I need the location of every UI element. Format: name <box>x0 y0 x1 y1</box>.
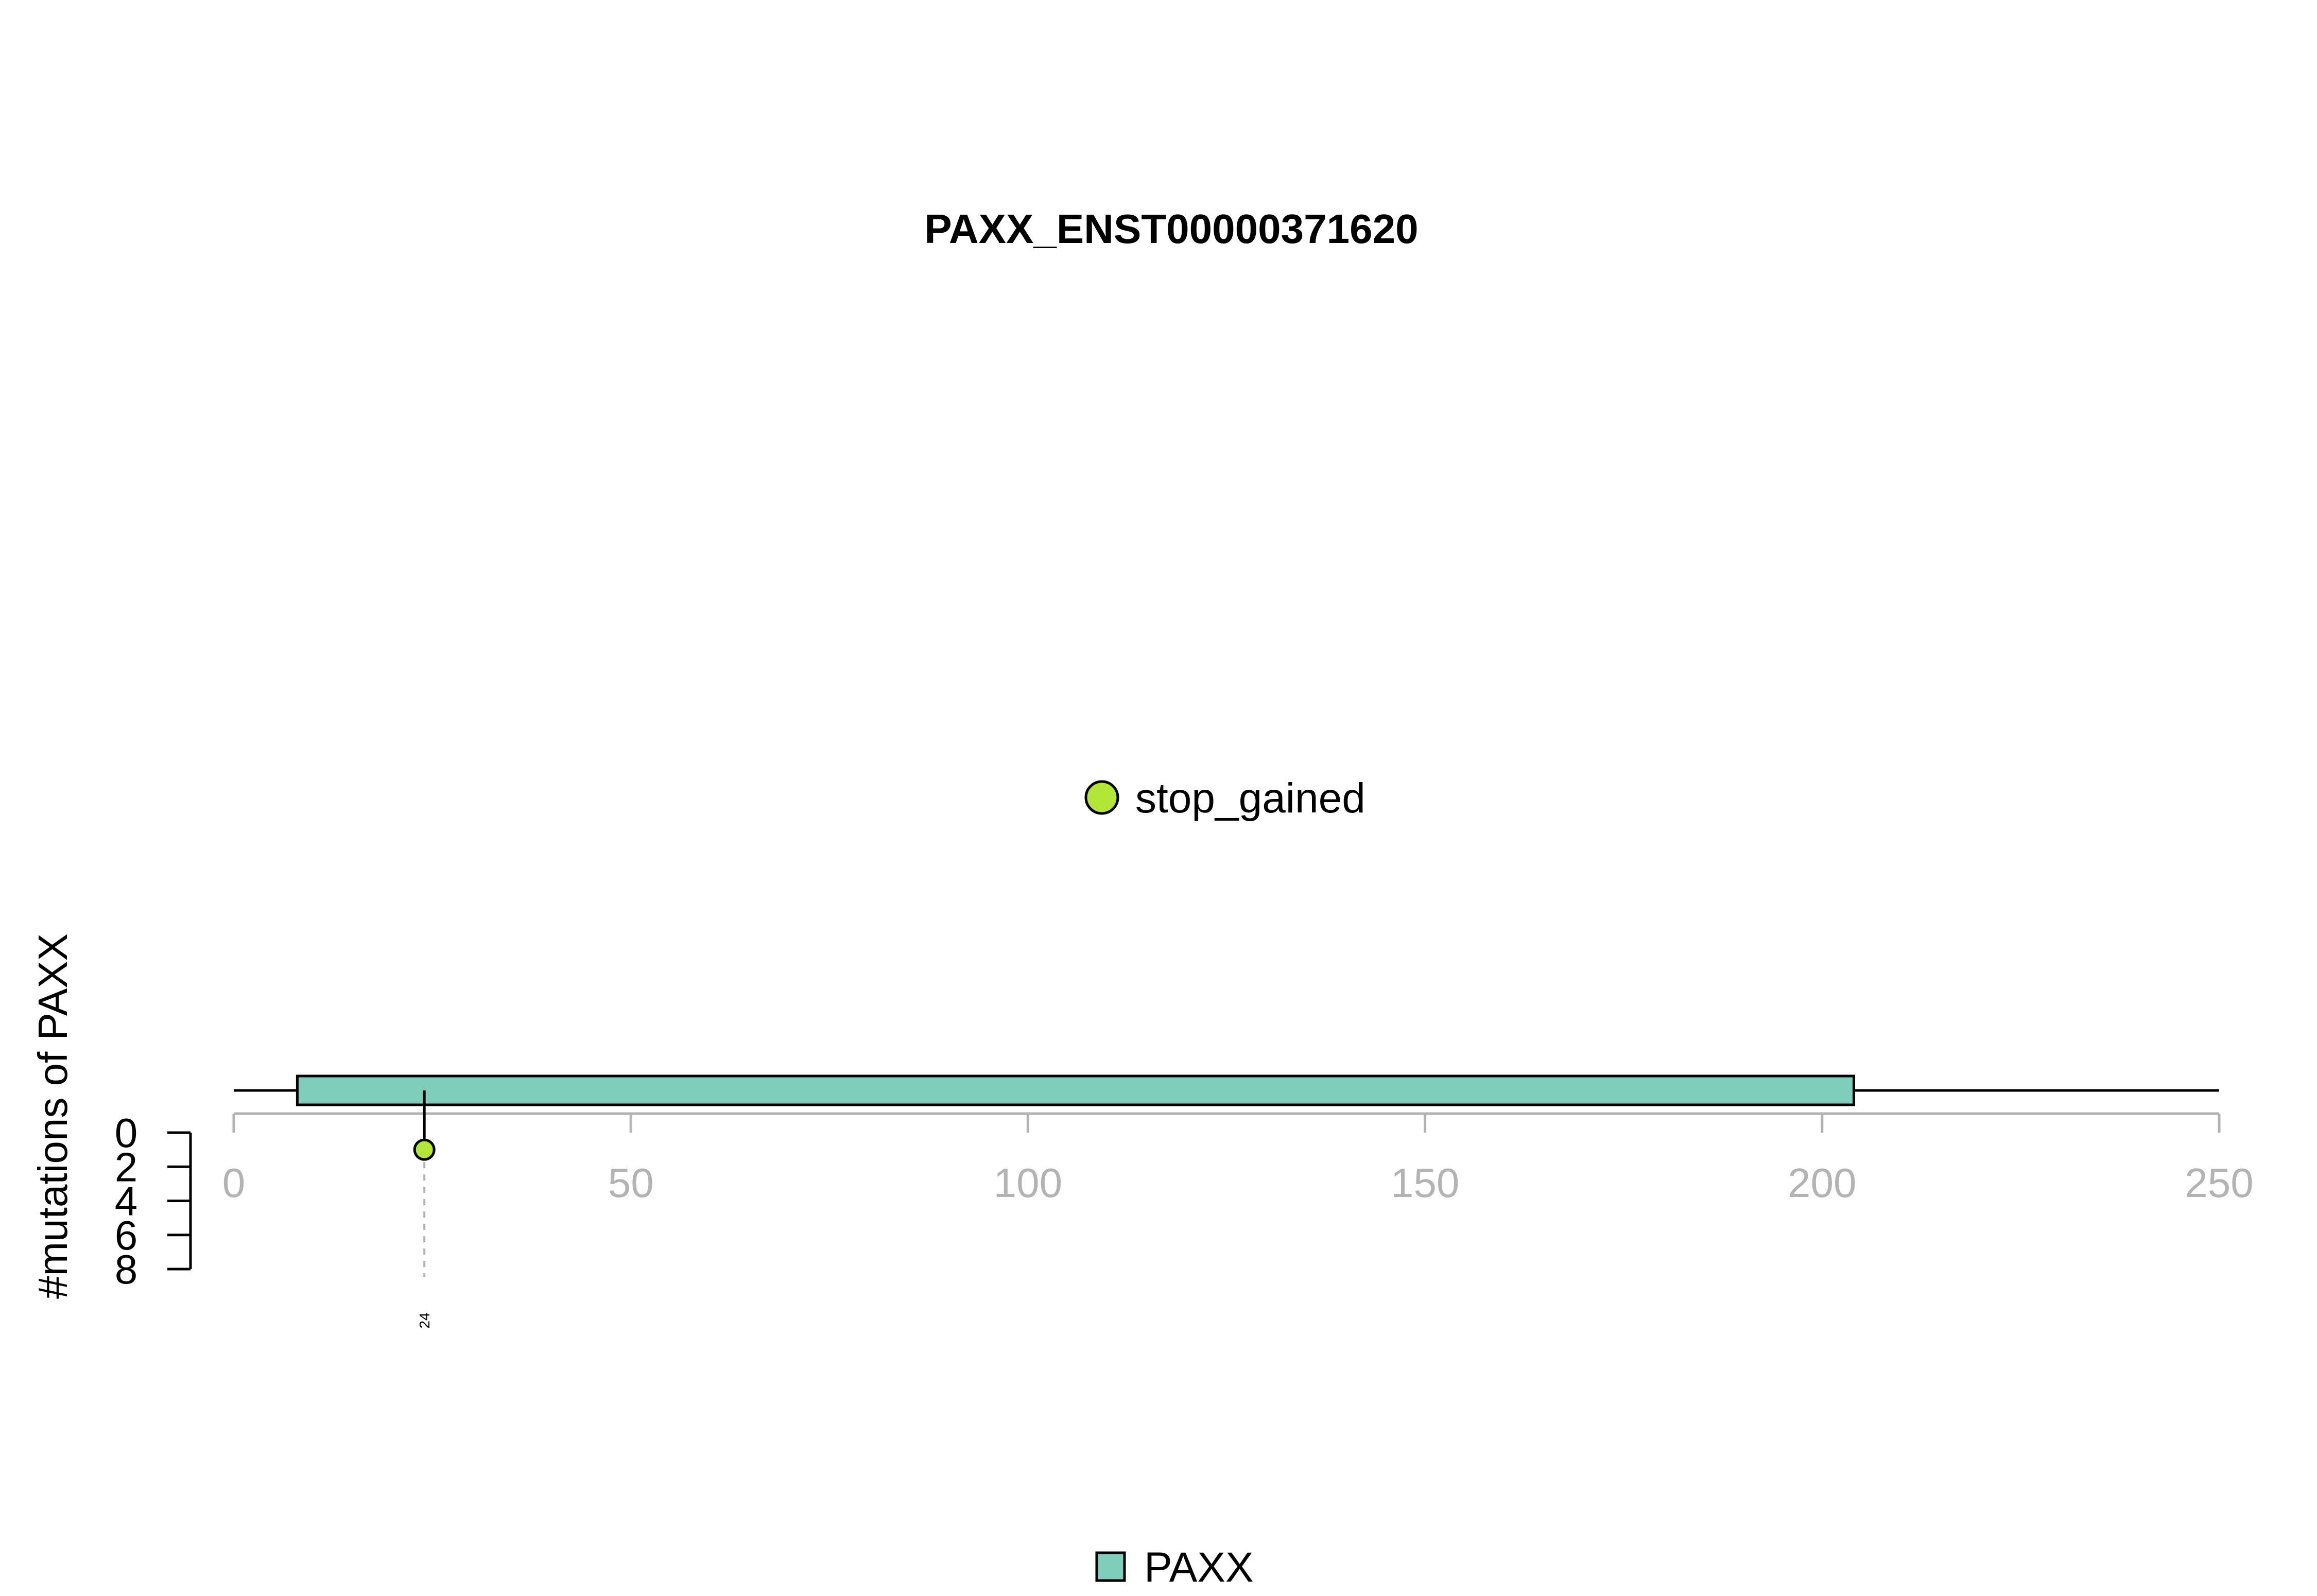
x-tick-label: 100 <box>994 1160 1062 1206</box>
y-tick-label: 4 <box>115 1178 138 1224</box>
legend-paxx-swatch <box>1095 1551 1126 1582</box>
mutation-legend: stop_gained <box>1084 775 1365 822</box>
mutation-position-label: 24 <box>417 1312 433 1328</box>
domain-paxx <box>296 1074 1855 1106</box>
y-tick-label: 2 <box>115 1144 138 1190</box>
domain-layer <box>296 1074 1855 1106</box>
x-tick-label: 0 <box>222 1160 246 1206</box>
y-tick-label: 0 <box>115 1110 138 1156</box>
x-tick-label: 150 <box>1391 1160 1459 1206</box>
x-axis: 0 50 100 150 200 250 <box>222 1112 2254 1206</box>
x-tick-label: 50 <box>608 1160 654 1206</box>
y-tick-label: 6 <box>115 1212 138 1258</box>
legend-stop-gained-marker <box>1084 780 1119 815</box>
x-tick-label: 250 <box>2185 1160 2253 1206</box>
x-tick-label: 200 <box>1788 1160 1856 1206</box>
legend-paxx-label: PAXX <box>1144 1544 1254 1591</box>
y-axis-label: #mutations of PAXX <box>30 933 76 1299</box>
domain-legend: PAXX <box>1095 1544 1254 1591</box>
chart-title: PAXX_ENST00000371620 <box>924 206 1418 252</box>
y-tick-label: 8 <box>115 1246 138 1292</box>
mutation-layer: 24 <box>413 1090 436 1329</box>
mutation-point <box>413 1138 436 1161</box>
legend-stop-gained-label: stop_gained <box>1135 775 1365 822</box>
